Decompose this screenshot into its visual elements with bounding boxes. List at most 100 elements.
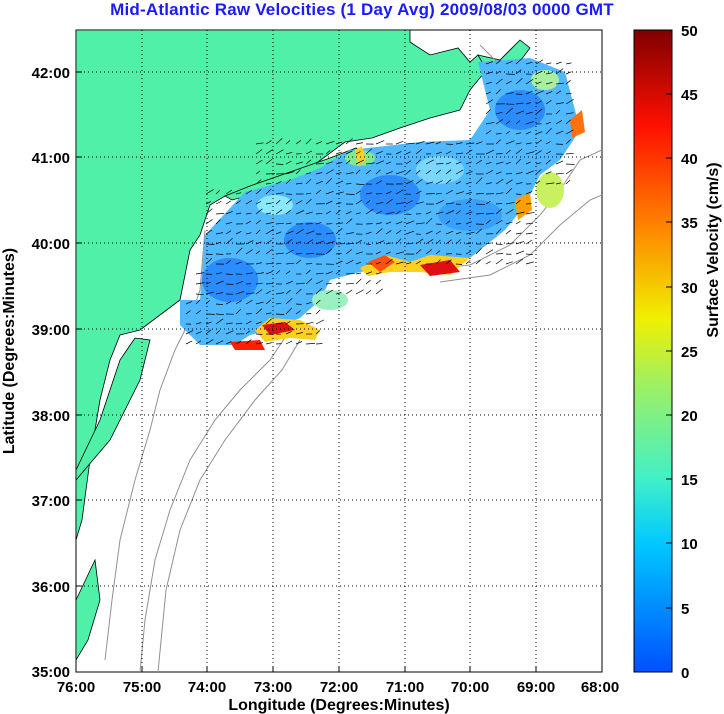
x-axis-label: Longitude (Degrees:Minutes) bbox=[228, 697, 449, 714]
velocity-arrow bbox=[205, 201, 212, 205]
velocity-arrow bbox=[555, 68, 564, 75]
velocity-arrow bbox=[535, 131, 543, 135]
velocity-arrow bbox=[235, 230, 242, 235]
velocity-arrow bbox=[375, 169, 381, 175]
velocity-arrow bbox=[515, 211, 525, 215]
velocity-arrow bbox=[265, 290, 271, 295]
colorbar-tick-label: 35 bbox=[681, 215, 698, 232]
velocity-arrow bbox=[525, 170, 534, 175]
velocity-arrow bbox=[525, 142, 532, 145]
velocity-arrow bbox=[335, 172, 342, 175]
velocity-arrow bbox=[495, 161, 504, 165]
velocity-arrow bbox=[305, 150, 313, 155]
velocity-arrow bbox=[355, 190, 361, 195]
velocity-arrow bbox=[285, 151, 293, 155]
velocity-arrow bbox=[225, 211, 233, 215]
velocity-arrow bbox=[285, 321, 291, 325]
velocity-arrow bbox=[555, 160, 564, 165]
velocity-arrow bbox=[445, 220, 451, 225]
velocity-arrows bbox=[185, 58, 575, 345]
velocity-arrow bbox=[515, 120, 521, 125]
velocity-arrow bbox=[545, 128, 552, 135]
velocity-arrow bbox=[345, 218, 353, 225]
velocity-arrow bbox=[255, 308, 263, 315]
velocity-arrow bbox=[505, 209, 514, 215]
velocity-arrow bbox=[355, 169, 361, 175]
velocity-arrow bbox=[565, 129, 574, 135]
velocity-arrow bbox=[295, 229, 304, 235]
velocity-arrow bbox=[365, 231, 372, 235]
velocity-arrow bbox=[445, 210, 455, 215]
colorbar-tick-label: 25 bbox=[681, 344, 698, 361]
velocity-arrow bbox=[215, 318, 224, 325]
velocity-arrow bbox=[235, 280, 244, 285]
velocity-arrow bbox=[435, 230, 441, 235]
velocity-arrow bbox=[445, 179, 452, 185]
velocity-arrow bbox=[185, 330, 194, 335]
velocity-arrow bbox=[445, 143, 454, 145]
velocity-arrow bbox=[255, 201, 261, 205]
velocity-arrow bbox=[405, 160, 412, 165]
velocity-arrow bbox=[555, 90, 562, 95]
velocity-arrow bbox=[475, 260, 481, 265]
velocity-arrow bbox=[465, 161, 472, 165]
velocity-arrow bbox=[495, 203, 503, 205]
velocity-arrow bbox=[225, 238, 233, 245]
velocity-arrow bbox=[415, 238, 424, 245]
velocity-arrow bbox=[505, 140, 515, 145]
velocity-arrow bbox=[275, 181, 282, 185]
velocity-arrow bbox=[485, 99, 493, 105]
velocity-arrow bbox=[465, 198, 472, 205]
velocity-arrow bbox=[285, 198, 292, 205]
velocity-arrow bbox=[305, 263, 313, 265]
velocity-arrow bbox=[485, 182, 492, 185]
velocity-arrow bbox=[415, 170, 421, 175]
velocity-arrow bbox=[485, 219, 491, 225]
velocity-arrow bbox=[505, 229, 511, 235]
velocity-arrow bbox=[235, 200, 241, 205]
velocity-arrow bbox=[535, 180, 541, 185]
velocity-arrow bbox=[255, 170, 261, 175]
velocity-arrow bbox=[345, 193, 355, 195]
velocity-arrow bbox=[485, 81, 493, 85]
velocity-arrow bbox=[325, 140, 335, 145]
velocity-arrow bbox=[325, 150, 331, 155]
velocity-arrow bbox=[555, 172, 564, 175]
velocity-arrow bbox=[335, 210, 341, 215]
velocity-arrow bbox=[375, 261, 381, 265]
velocity-arrow bbox=[315, 330, 321, 335]
velocity-arrow bbox=[455, 263, 463, 265]
velocity-arrow bbox=[375, 193, 383, 195]
velocity-arrow bbox=[225, 189, 233, 195]
velocity-arrow bbox=[305, 321, 314, 325]
colorbar-tick-label: 30 bbox=[681, 280, 698, 297]
velocity-arrow bbox=[335, 227, 343, 235]
map-title: Mid-Atlantic Raw Velocities (1 Day Avg) … bbox=[110, 0, 614, 19]
velocity-arrow bbox=[295, 140, 302, 145]
velocity-arrow bbox=[535, 150, 542, 155]
velocity-arrow bbox=[305, 230, 315, 235]
velocity-arrow bbox=[255, 149, 263, 155]
velocity-arrow bbox=[315, 180, 323, 185]
velocity-arrow bbox=[375, 210, 383, 215]
velocity-arrow bbox=[265, 342, 272, 345]
velocity-arrow bbox=[325, 161, 333, 165]
velocity-arrow bbox=[215, 280, 224, 285]
velocity-arrow bbox=[345, 232, 354, 235]
y-axis-label: Latitude (Degrees:Minutes) bbox=[1, 248, 18, 454]
velocity-arrow bbox=[305, 211, 313, 215]
velocity-arrow bbox=[445, 162, 452, 165]
velocity-arrow bbox=[525, 121, 535, 125]
velocity-arrow bbox=[525, 111, 533, 115]
velocity-arrow bbox=[495, 178, 504, 185]
velocity-arrow bbox=[255, 229, 261, 235]
velocity-arrow bbox=[505, 130, 511, 135]
velocity-arrow bbox=[445, 150, 452, 155]
velocity-arrow bbox=[565, 71, 572, 75]
velocity-arrow bbox=[545, 159, 551, 165]
velocity-arrow bbox=[425, 141, 435, 145]
velocity-arrow bbox=[325, 190, 334, 195]
velocity-arrow bbox=[425, 159, 435, 165]
velocity-arrow bbox=[545, 100, 552, 105]
